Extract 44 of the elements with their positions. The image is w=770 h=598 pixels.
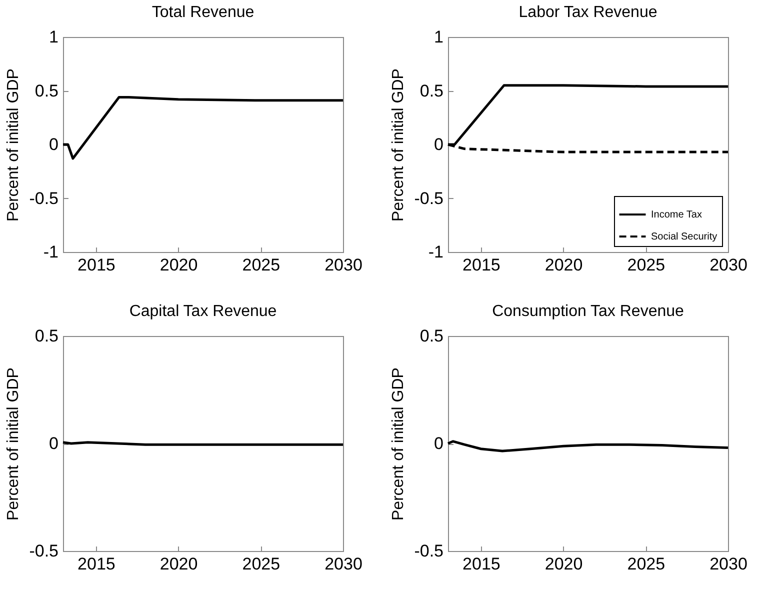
y-tick-label: -1 [43,242,58,262]
line-series [62,96,344,160]
y-axis-title: Percent of initial GDP [5,68,22,222]
legend-label: Income Tax [651,210,702,220]
chart-title: Labor Tax Revenue [518,4,658,21]
y-tick-label: 0 [434,434,444,453]
y-tick-label: 0 [49,434,58,453]
y-axis-title: Percent of initial GDP [390,68,408,222]
y-tick-label: -0.5 [29,542,58,560]
y-tick-label: 0.5 [420,81,444,100]
line-series [446,440,730,452]
y-tick-label: 0.5 [34,326,58,346]
x-tick-label: 2025 [242,554,280,574]
y-tick-label: 1 [434,28,444,46]
y-tick-label: 0.5 [34,81,58,100]
x-tick-label: 2015 [462,256,500,274]
y-tick-label: 0 [434,135,444,154]
y-tick-label: -0.5 [29,188,58,208]
x-tick-label: 2015 [78,554,116,574]
x-tick-label: 2020 [160,256,198,274]
chart-title: Consumption Tax Revenue [492,303,684,320]
chart-title: Capital Tax Revenue [129,303,277,320]
chart-title: Total Revenue [152,4,254,21]
x-tick-label: 2015 [78,256,116,274]
x-tick-label: 2020 [160,554,198,574]
y-tick-label: -1 [428,242,444,262]
x-tick-label: 2030 [710,256,748,274]
y-tick-label: 0.5 [420,326,444,346]
x-tick-label: 2020 [544,554,583,574]
x-tick-label: 2020 [544,256,583,274]
x-tick-label: 2030 [324,256,362,274]
legend-label: Social Security [651,232,718,242]
x-tick-label: 2025 [242,256,280,274]
x-tick-label: 2025 [627,256,666,274]
y-tick-label: 0 [49,135,58,154]
x-tick-label: 2025 [627,554,666,574]
y-tick-label: -0.5 [414,188,444,208]
x-tick-label: 2030 [324,554,362,574]
y-axis-title: Percent of initial GDP [390,368,408,520]
y-axis-title: Percent of initial GDP [5,368,22,520]
x-tick-label: 2030 [710,554,748,574]
y-tick-label: 1 [49,28,58,46]
x-tick-label: 2015 [462,554,500,574]
y-tick-label: -0.5 [414,542,444,560]
